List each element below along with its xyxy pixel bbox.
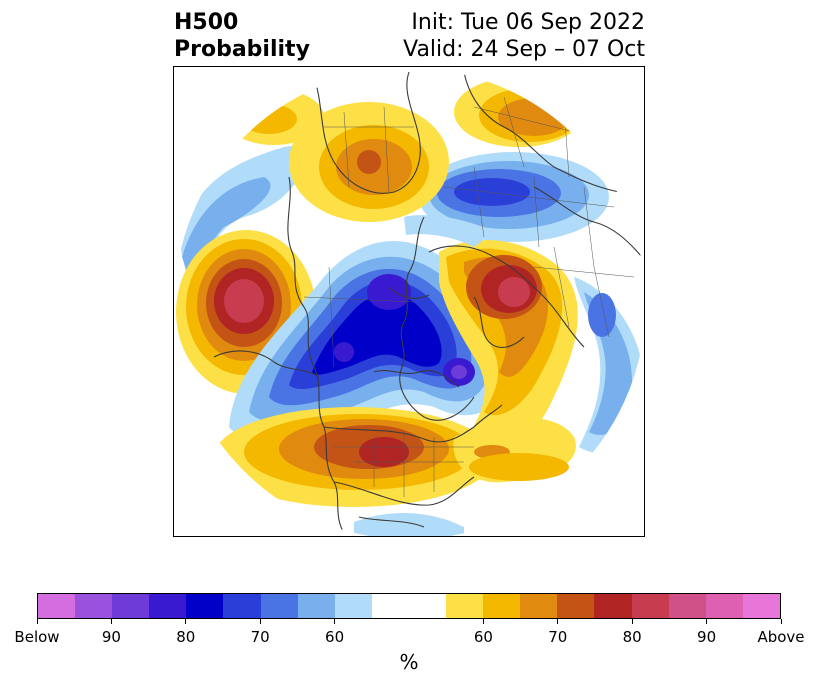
colorbar-segment: [705, 594, 743, 618]
colorbar-tick: [780, 619, 782, 624]
colorbar-segment: [38, 594, 76, 618]
colorbar-tick: [36, 619, 38, 624]
title-left: H500 Probability: [174, 9, 310, 63]
colorbar-segment: [557, 594, 595, 618]
colorbar-tick: [185, 619, 187, 624]
colorbar-segment: [297, 594, 335, 618]
coastlines: [213, 71, 644, 536]
colorbar-segment: [371, 594, 409, 618]
title-variable: H500: [174, 10, 239, 35]
west-light-blue-band: [179, 145, 305, 307]
colorbar-tick-label: 70: [548, 628, 568, 646]
colorbar: [37, 593, 781, 619]
colorbar-tick-label: 90: [697, 628, 717, 646]
valid-range: Valid: 24 Sep – 07 Oct: [403, 37, 645, 62]
colorbar-segment: [631, 594, 669, 618]
mid-light-blue: [404, 215, 494, 247]
colorbar-segment: [483, 594, 521, 618]
colorbar-segment: [408, 594, 447, 618]
colorbar-segment: [594, 594, 632, 618]
colorbar-tick-label: 90: [101, 628, 121, 646]
colorbar-tick: [706, 619, 708, 624]
colorbar-tick-label: 60: [325, 628, 345, 646]
title-type: Probability: [174, 37, 310, 62]
greenland-north-atlantic-low: [419, 152, 609, 242]
colorbar-unit-label: %: [399, 650, 419, 674]
colorbar-segment: [260, 594, 298, 618]
colorbar-segment: [668, 594, 706, 618]
anomaly-field: [174, 68, 644, 536]
colorbar-segment: [520, 594, 558, 618]
colorbar-tick-label: 80: [176, 628, 196, 646]
colorbar-tick: [557, 619, 559, 624]
colorbar-segment: [149, 594, 187, 618]
us-plains-high: [214, 407, 494, 507]
colorbar-segment: [334, 594, 372, 618]
west-blue-band: [182, 177, 271, 292]
colorbar-tick: [259, 619, 261, 624]
init-date: Init: Tue 06 Sep 2022: [411, 10, 645, 35]
colorbar-segment: [186, 594, 224, 618]
colorbar-tick-label: 70: [250, 628, 270, 646]
colorbar-tick: [631, 619, 633, 624]
south-light-blue: [354, 512, 464, 536]
colorbar-segment: [223, 594, 261, 618]
colorbar-tick-label: 60: [473, 628, 493, 646]
atlantic-high: [453, 418, 576, 483]
colorbar-tick: [482, 619, 484, 624]
colorbar-segment: [75, 594, 113, 618]
colorbar-tick: [110, 619, 112, 624]
colorbar-tick: [334, 619, 336, 624]
colorbar-segment: [446, 594, 484, 618]
map-panel: [173, 66, 645, 537]
colorbar-segment: [112, 594, 150, 618]
polar-map: [174, 67, 644, 536]
colorbar-tick-label: 80: [622, 628, 642, 646]
europe-high: [439, 240, 578, 455]
colorbar-tick-label: Above: [757, 628, 805, 646]
colorbar-segment: [742, 594, 780, 618]
colorbar-tick-label: Below: [14, 628, 60, 646]
title-right: Init: Tue 06 Sep 2022 Valid: 24 Sep – 07…: [403, 9, 645, 63]
